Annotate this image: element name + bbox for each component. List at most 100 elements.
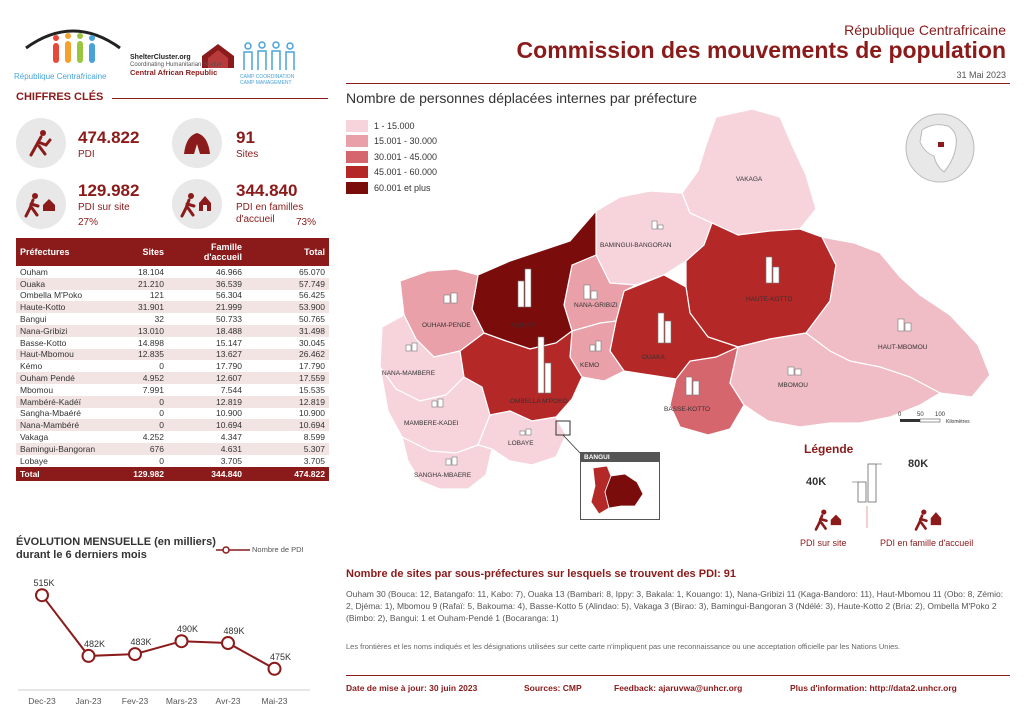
person-running-icon bbox=[29, 130, 52, 157]
footer-sources: Sources: CMP bbox=[524, 683, 582, 693]
bangui-inset: BANGUI bbox=[580, 452, 660, 520]
table-row: Mambéré-Kadéï 0 12.819 12.819 bbox=[16, 395, 329, 408]
table-cell: 53.900 bbox=[246, 301, 329, 314]
table-total-row: Total 129.982 344.840 474.822 bbox=[16, 466, 329, 481]
prefecture-name: Ouham bbox=[20, 266, 48, 277]
table-cell: 13.010 bbox=[108, 324, 168, 337]
data-point bbox=[221, 636, 235, 651]
data-label: 475K bbox=[270, 652, 291, 662]
tent-icon bbox=[184, 133, 210, 154]
legend-connector bbox=[866, 506, 868, 528]
data-label: 489K bbox=[223, 626, 244, 636]
sites-title: Nombre de sites par sous-préfectures sur… bbox=[346, 568, 737, 580]
table-cell: 26.462 bbox=[246, 348, 329, 361]
table-cell: 15.535 bbox=[299, 384, 325, 395]
label-ouham-pende: OUHAM-PENDE bbox=[422, 322, 471, 329]
table-cell: 0 bbox=[159, 408, 164, 419]
prefecture-name: Nana-Mambéré bbox=[16, 419, 108, 432]
globe-locator-icon bbox=[905, 113, 975, 183]
table-cell: 10.900 bbox=[299, 408, 325, 419]
footer-divider bbox=[346, 675, 1010, 676]
map-legend-swatch bbox=[346, 166, 368, 179]
table-cell: 17.559 bbox=[246, 372, 329, 384]
prefecture-name: Vakaga bbox=[20, 432, 49, 443]
table-cell: 50.765 bbox=[299, 314, 325, 325]
x-tick-label: Dec-23 bbox=[28, 696, 56, 706]
prefecture-name: Ouaka bbox=[16, 277, 108, 290]
col-sites: Sites bbox=[108, 238, 168, 266]
region-vakaga bbox=[681, 108, 817, 236]
label-sangha: SANGHA-MBAERE bbox=[414, 472, 472, 479]
person-to-house-icon bbox=[180, 193, 211, 218]
bangui-inset-title: BANGUI bbox=[581, 453, 659, 462]
data-point bbox=[267, 661, 282, 676]
table-cell: 18.104 bbox=[138, 266, 164, 277]
map-legend-swatch bbox=[346, 181, 368, 194]
table-cell: 65.070 bbox=[299, 266, 325, 277]
col-total: Total bbox=[246, 238, 329, 266]
prefecture-name: Mbomou bbox=[20, 384, 54, 395]
total-cell: 344.840 bbox=[168, 466, 246, 481]
prefecture-name: Kémo bbox=[20, 361, 43, 372]
footer-feedback[interactable]: Feedback: ajaruvwa@unhcr.org bbox=[614, 683, 743, 693]
page-title: Commission des mouvements de population bbox=[516, 37, 1006, 63]
table-cell: 0 bbox=[159, 361, 164, 372]
map-legend-label: 30.001 - 45.000 bbox=[374, 151, 438, 162]
pdi-circle bbox=[16, 118, 66, 168]
car-prefecture-map: VAKAGA BAMINGUI-BANGORAN HAUTE-KOTTO HAU… bbox=[379, 108, 991, 490]
map-legend-label: 60.001 et plus bbox=[374, 182, 431, 193]
table-cell: 31.498 bbox=[246, 324, 329, 337]
x-tick-label: Fev-23 bbox=[122, 696, 149, 706]
label-bamingui: BAMINGUI-BANGORAN bbox=[600, 242, 672, 249]
table-row: Bamingui-Bangoran 676 4.631 5.307 bbox=[16, 442, 329, 455]
header-country: République Centrafricaine bbox=[844, 22, 1006, 38]
table-row: Kémo 0 17.790 17.790 bbox=[16, 360, 329, 372]
table-cell: 17.790 bbox=[299, 361, 325, 372]
label-lobaye: LOBAYE bbox=[508, 440, 534, 447]
table-row: Ouham Pendé 4.952 12.607 17.559 bbox=[16, 372, 329, 384]
on-site-value: 129.982 bbox=[78, 181, 140, 200]
header-divider bbox=[346, 83, 1010, 84]
label-nana-mambere: NANA-MAMBERE bbox=[382, 370, 436, 377]
series-line bbox=[41, 594, 275, 670]
x-tick-label: Jan-23 bbox=[76, 696, 102, 706]
table-cell: 4.347 bbox=[220, 432, 242, 443]
cccm-caption: CAMP COORDINATION CAMP MANAGEMENT bbox=[240, 74, 295, 86]
label-mbomou: MBOMOU bbox=[778, 382, 808, 389]
col-host: Famille d'accueil bbox=[168, 238, 246, 266]
label-mambere-kadei: MAMBERE-KADEI bbox=[404, 420, 459, 427]
prefecture-name: Haute-Kotto bbox=[16, 301, 108, 314]
cccm-logo-icon bbox=[243, 41, 295, 70]
map-title: Nombre de personnes déplacées internes p… bbox=[346, 90, 697, 106]
table-cell: 3.705 bbox=[303, 455, 325, 466]
table-cell: 56.425 bbox=[299, 290, 325, 301]
table-row: Haute-Kotto 31.901 21.999 53.900 bbox=[16, 301, 329, 314]
scale-bar: 0 50 100 Kilomètres bbox=[898, 412, 970, 425]
label-basse-kotto: BASSE-KOTTO bbox=[664, 406, 710, 413]
prefecture-name: Basse-Kotto bbox=[20, 337, 67, 348]
evolution-title: ÉVOLUTION MENSUELLE (en milliers) durant … bbox=[16, 536, 216, 561]
shelter-cluster-logo: ShelterCluster.org Coordinating Humanita… bbox=[130, 54, 223, 77]
cmp-logo-icon bbox=[25, 29, 121, 63]
shelter-logo-icon bbox=[200, 40, 236, 70]
table-cell: 10.900 bbox=[216, 408, 242, 419]
table-cell: 31.901 bbox=[108, 301, 168, 314]
person-to-tent-icon bbox=[24, 193, 55, 218]
table-cell: 21.210 bbox=[108, 277, 168, 290]
key-figures-divider bbox=[112, 98, 328, 99]
table-cell: 676 bbox=[108, 442, 168, 455]
map-legend-item: 45.001 - 60.000 bbox=[346, 165, 437, 181]
label-kemo: KEMO bbox=[580, 362, 599, 369]
region-lobaye bbox=[477, 410, 567, 466]
prefecture-name: Bamingui-Bangoran bbox=[16, 442, 108, 455]
footer-info-link[interactable]: Plus d'information: http://data2.unhcr.o… bbox=[790, 683, 957, 693]
map-legend-item: 15.001 - 30.000 bbox=[346, 134, 437, 150]
table-cell: 4.952 bbox=[108, 372, 168, 384]
map-legend-swatch bbox=[346, 119, 368, 132]
evolution-line-chart: 515K Dec-23 482K Jan-23 483K Fev-23 490K Mars-2… bbox=[18, 578, 310, 706]
table-row: Mbomou 7.991 7.544 15.535 bbox=[16, 384, 329, 396]
table-cell: 56.304 bbox=[216, 290, 242, 301]
legend-host-caption: PDI en famille d'accueil bbox=[880, 538, 974, 548]
prefecture-name: Ouham Pendé bbox=[16, 372, 108, 384]
map-legend-label: 15.001 - 30.000 bbox=[374, 136, 438, 147]
